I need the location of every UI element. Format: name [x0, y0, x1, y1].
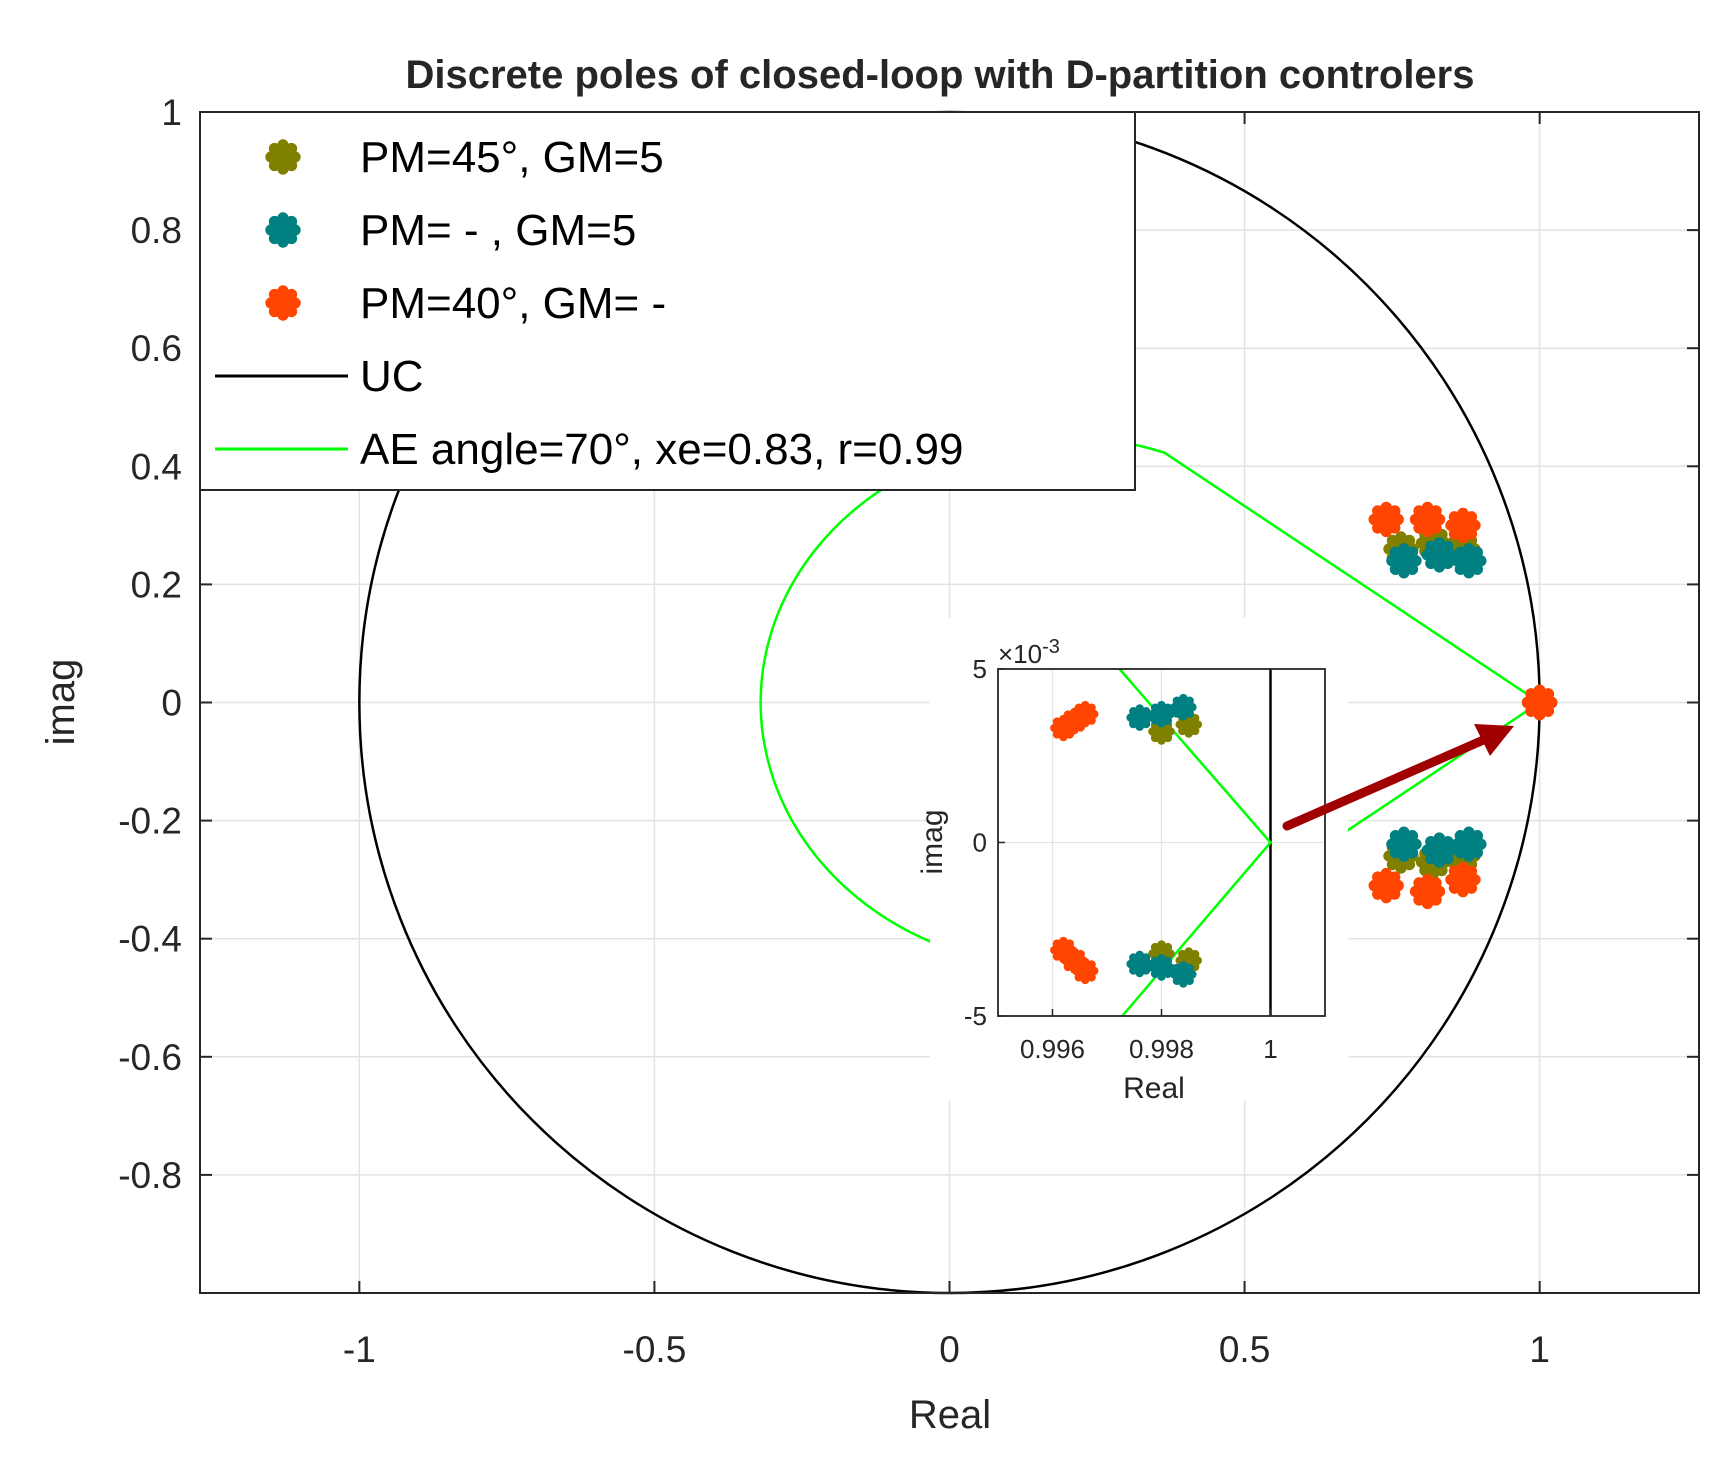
pole-marker [1451, 826, 1487, 862]
pole-marker [1126, 950, 1153, 978]
pole-marker [1445, 507, 1481, 544]
pole-marker [1386, 826, 1422, 862]
legend-entry: PM=40°, GM= - [265, 279, 666, 328]
pole-marker [1071, 957, 1099, 985]
inset-x-axis-label: Real [1123, 1072, 1185, 1105]
legend-entry: PM= - , GM=5 [265, 206, 636, 255]
legend-label: PM=45°, GM=5 [360, 133, 664, 182]
pole-marker [1126, 704, 1153, 731]
pole-markers [1368, 501, 1558, 910]
inset-zoom-plot: 0.996 0.998 1 5 0 -5 ×10-3 Real imag [916, 618, 1348, 1105]
legend-label: UC [360, 352, 424, 401]
y-tick-label: -0.2 [118, 801, 182, 842]
inset-axis-ticks: 0.996 0.998 1 5 0 -5 [964, 654, 1278, 1064]
inset-pole-markers [1050, 693, 1203, 988]
chart-title: Discrete poles of closed-loop with D-par… [405, 53, 1474, 97]
pole-marker [1071, 700, 1099, 728]
legend-entry: UC [215, 352, 424, 401]
pole-marker [1368, 867, 1404, 904]
x-tick-label: 0.5 [1219, 1329, 1270, 1370]
inset-y-axis-label: imag [916, 809, 949, 874]
pole-marker [265, 212, 301, 248]
y-tick-label: 0.2 [131, 564, 182, 605]
pole-marker [1386, 543, 1422, 579]
pole-marker [1409, 873, 1446, 910]
x-tick-label: 0 [939, 1329, 960, 1370]
x-tick-label: 1 [1529, 1329, 1550, 1370]
y-tick-label: 0 [161, 683, 182, 724]
y-axis-label: imag [39, 659, 83, 746]
inset-y-tick-label: 0 [973, 828, 987, 858]
legend-label: AE angle=70°, xe=0.83, r=0.99 [360, 425, 964, 474]
y-tick-label: 0.8 [131, 210, 182, 251]
y-tick-label: 1 [161, 92, 182, 133]
inset-y-tick-label: -5 [964, 1001, 987, 1031]
legend-label: PM=40°, GM= - [360, 279, 666, 328]
y-tick-label: 0.6 [131, 328, 182, 369]
pole-marker [1170, 961, 1197, 988]
legend-entry: AE angle=70°, xe=0.83, r=0.99 [215, 425, 964, 474]
inset-x-tick-label: 1 [1263, 1034, 1277, 1064]
pole-marker [1409, 501, 1446, 538]
zoom-arrow [1282, 724, 1514, 831]
zoom-arrow-shaft [1282, 733, 1493, 831]
x-axis-label: Real [909, 1393, 991, 1437]
pole-marker [1445, 861, 1481, 898]
pole-marker [265, 285, 301, 321]
axis-ticks: -1 -0.5 0 0.5 1 1 0.8 0.6 0.4 0.2 0 -0.2 -0.4 -0.6 -0.… [118, 92, 1699, 1370]
legend-label: PM= - , GM=5 [360, 206, 636, 255]
inset-exponent-label: ×10-3 [998, 636, 1060, 669]
pole-marker [1451, 543, 1487, 579]
y-tick-label: -0.6 [118, 1037, 182, 1078]
inset-y-tick-label: 5 [973, 654, 987, 684]
y-tick-label: -0.4 [118, 919, 182, 960]
pole-marker [1148, 954, 1175, 981]
pole-marker [1521, 684, 1558, 721]
pole-marker [1421, 832, 1458, 868]
pole-marker [1170, 693, 1197, 721]
pole-marker [1421, 537, 1458, 573]
inset-x-tick-label: 0.998 [1129, 1034, 1194, 1064]
x-tick-label: -0.5 [623, 1329, 687, 1370]
pole-marker [1175, 711, 1203, 738]
legend-box [199, 111, 1136, 491]
legend-items: PM=45°, GM=5 PM= - , GM=5 PM=40°, GM= - UC A… [215, 133, 964, 474]
inset-x-tick-label: 0.996 [1020, 1034, 1085, 1064]
pole-marker [1148, 700, 1175, 728]
pole-marker [1368, 501, 1404, 538]
x-tick-label: -1 [343, 1329, 376, 1370]
y-tick-label: -0.8 [118, 1155, 182, 1196]
zoom-arrow-head [1474, 724, 1514, 756]
legend-entry: PM=45°, GM=5 [265, 133, 664, 182]
pole-marker [265, 139, 301, 175]
y-tick-label: 0.4 [131, 446, 182, 487]
legend: PM=45°, GM=5 PM= - , GM=5 PM=40°, GM= - UC A… [199, 111, 1136, 491]
